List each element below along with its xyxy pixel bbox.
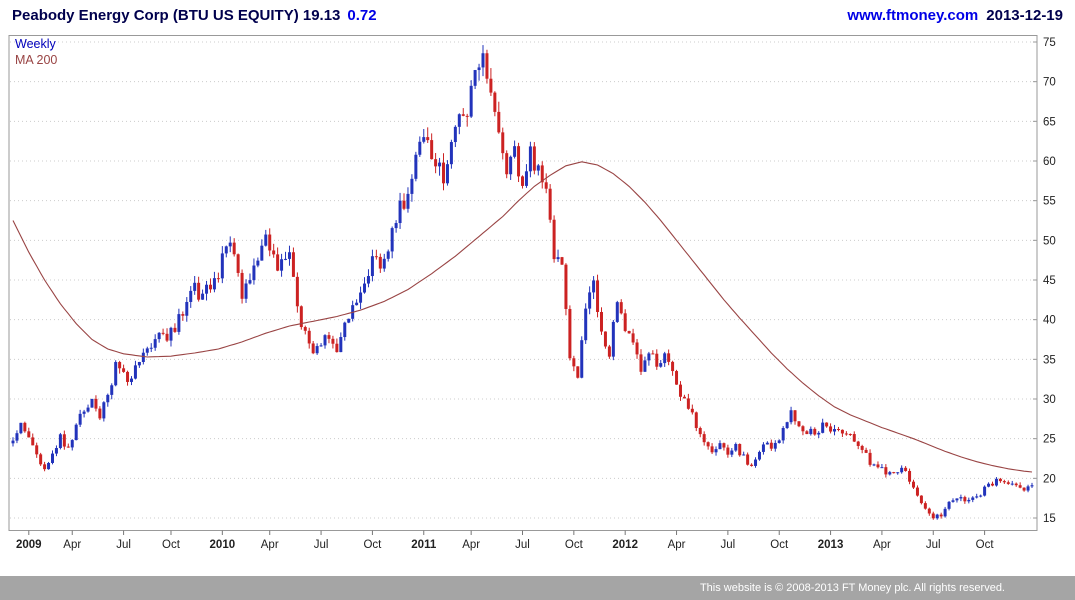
svg-text:Oct: Oct <box>770 539 789 551</box>
svg-text:60: 60 <box>1043 156 1056 168</box>
title-area: Peabody Energy Corp (BTU US EQUITY) 19.1… <box>12 7 377 24</box>
svg-text:Jul: Jul <box>515 539 530 551</box>
svg-text:Apr: Apr <box>261 539 279 551</box>
chart-area: 15 20 25 30 35 40 45 50 55 60 65 70 75 2009 Apr Jul Oct 2… <box>0 30 1075 576</box>
svg-text:Oct: Oct <box>976 539 995 551</box>
instrument-title: Peabody Energy Corp (BTU US EQUITY) 19.1… <box>12 6 341 24</box>
copyright-bar: This website is © 2008-2013 FT Money plc… <box>0 576 1075 600</box>
svg-text:65: 65 <box>1043 116 1056 128</box>
chart-legend: Weekly MA 200 <box>15 36 57 68</box>
svg-text:2010: 2010 <box>210 539 236 551</box>
svg-text:Jul: Jul <box>116 539 131 551</box>
svg-text:2012: 2012 <box>612 539 638 551</box>
svg-text:Jul: Jul <box>314 539 329 551</box>
svg-text:Apr: Apr <box>63 539 81 551</box>
svg-text:Jul: Jul <box>721 539 736 551</box>
svg-text:Oct: Oct <box>162 539 181 551</box>
y-axis-labels: 15 20 25 30 35 40 45 50 55 60 65 70 75 <box>1043 37 1056 525</box>
svg-text:50: 50 <box>1043 235 1056 247</box>
x-axis-labels: 2009 Apr Jul Oct 2010 Apr Jul Oct 2011 Apr Jul Oct 2… <box>16 530 995 551</box>
candles <box>11 45 1034 520</box>
gridlines <box>10 41 1037 519</box>
svg-text:Apr: Apr <box>668 539 686 551</box>
source-area: www.ftmoney.com 2013-12-19 <box>847 7 1063 24</box>
svg-text:Oct: Oct <box>565 539 584 551</box>
svg-text:2011: 2011 <box>411 539 437 551</box>
copyright-text: This website is © 2008-2013 FT Money plc… <box>699 582 1005 594</box>
price-change: 0.72 <box>347 6 377 24</box>
svg-text:Oct: Oct <box>363 539 382 551</box>
svg-text:2013: 2013 <box>818 539 844 551</box>
svg-text:2009: 2009 <box>16 539 42 551</box>
chart-header: Peabody Energy Corp (BTU US EQUITY) 19.1… <box>0 0 1075 30</box>
svg-text:70: 70 <box>1043 77 1056 89</box>
ftmoney-link[interactable]: www.ftmoney.com <box>847 6 979 24</box>
ma-200-line <box>12 161 1033 473</box>
timeframe-label: Weekly <box>15 37 56 51</box>
svg-text:30: 30 <box>1043 394 1056 406</box>
svg-text:55: 55 <box>1043 196 1056 208</box>
plot-border <box>8 35 1038 531</box>
svg-text:40: 40 <box>1043 315 1056 327</box>
svg-text:Jul: Jul <box>926 539 941 551</box>
svg-text:35: 35 <box>1043 354 1056 366</box>
svg-text:25: 25 <box>1043 434 1056 446</box>
svg-text:Apr: Apr <box>873 539 891 551</box>
chart-date: 2013-12-19 <box>986 6 1063 24</box>
svg-text:75: 75 <box>1043 37 1056 49</box>
svg-text:Apr: Apr <box>462 539 480 551</box>
svg-text:15: 15 <box>1043 513 1056 525</box>
svg-text:45: 45 <box>1043 275 1056 287</box>
svg-text:20: 20 <box>1043 473 1056 485</box>
ma-200-label: MA 200 <box>15 53 58 67</box>
